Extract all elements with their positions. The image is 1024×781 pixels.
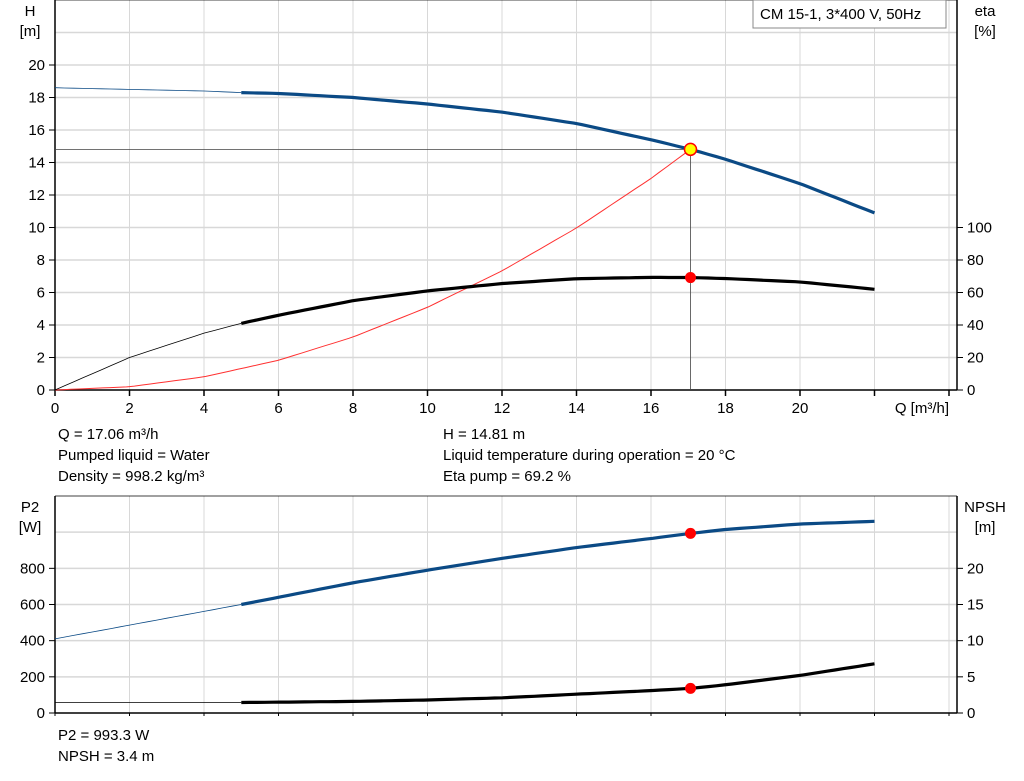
info-flow: Q = 17.06 m³/h: [58, 426, 159, 443]
eta-curve-line: [240, 275, 875, 325]
y-tick-label: 400: [20, 633, 45, 650]
y-right-tick-label: 20: [967, 560, 984, 577]
x-tick-label: 4: [200, 400, 208, 417]
y-axis-unit: [W]: [19, 519, 42, 536]
info-density: Density = 998.2 kg/m³: [58, 468, 205, 485]
y-right-tick-label: 0: [967, 382, 975, 399]
y-right-axis-unit: [m]: [975, 519, 996, 536]
y-tick-label: 18: [28, 90, 45, 107]
x-axis-label: Q [m³/h]: [895, 400, 949, 417]
info-bottom: P2 = 993.3 W NPSH = 3.4 m: [58, 725, 154, 767]
y-axis-label: P2: [21, 499, 39, 516]
eta-point-marker: [684, 272, 696, 284]
info-npsh: NPSH = 3.4 m: [58, 748, 155, 765]
info-top-right: H = 14.81 m Liquid temperature during op…: [443, 424, 735, 487]
x-tick-label: 6: [274, 400, 282, 417]
x-tick-label: 8: [349, 400, 357, 417]
x-tick-label: 2: [125, 400, 133, 417]
legend-box: [752, 0, 947, 29]
y-tick-label: 8: [37, 252, 45, 269]
info-p2: P2 = 993.3 W: [58, 727, 150, 744]
y-right-tick-label: 5: [967, 669, 975, 686]
y-tick-label: 12: [28, 187, 45, 204]
system-curve-line: [54, 148, 691, 391]
x-tick-label: 14: [568, 400, 585, 417]
y-right-tick-label: 40: [967, 317, 984, 334]
x-tick-label: 16: [643, 400, 660, 417]
head-curve-line-thin: [54, 87, 242, 93]
y-right-tick-label: 100: [967, 220, 992, 237]
y-tick-label: 0: [37, 705, 45, 722]
y-right-tick-label: 0: [967, 705, 975, 722]
npsh-point-marker: [684, 682, 696, 694]
y-tick-label: 800: [20, 560, 45, 577]
p2-point-marker: [684, 527, 696, 539]
y-right-axis-label: eta: [975, 3, 997, 20]
y-tick-label: 6: [37, 285, 45, 302]
info-temperature: Liquid temperature during operation = 20…: [443, 447, 736, 464]
y-tick-label: 14: [28, 155, 45, 172]
y-tick-label: 4: [37, 317, 45, 334]
y-right-tick-label: 10: [967, 633, 984, 650]
x-tick-label: 20: [792, 400, 809, 417]
info-liquid: Pumped liquid = Water: [58, 447, 210, 464]
x-tick-label: 0: [51, 400, 59, 417]
y-axis-unit: [m]: [20, 23, 41, 40]
y-tick-label: 20: [28, 57, 45, 74]
x-tick-label: 18: [717, 400, 734, 417]
legend-text: CM 15-1, 3*400 V, 50Hz: [760, 6, 921, 23]
info-eta: Eta pump = 69.2 %: [443, 468, 571, 485]
p2-curve-line: [241, 519, 875, 607]
y-tick-label: 10: [28, 220, 45, 237]
y-right-axis-unit: [%]: [974, 23, 996, 40]
y-tick-label: 2: [37, 350, 45, 367]
duty-point-marker: [683, 142, 698, 157]
head-curve-line: [241, 91, 876, 215]
y-tick-label: 16: [28, 122, 45, 139]
p2-curve-line-thin: [54, 604, 242, 640]
y-tick-label: 0: [37, 382, 45, 399]
y-axis-label: H: [25, 3, 36, 20]
y-right-tick-label: 20: [967, 350, 984, 367]
npsh-curve-line: [241, 662, 875, 705]
x-tick-label: 12: [494, 400, 511, 417]
info-head: H = 14.81 m: [443, 426, 526, 443]
y-right-tick-label: 15: [967, 597, 984, 614]
y-right-axis-label: NPSH: [964, 499, 1006, 516]
y-tick-label: 200: [20, 669, 45, 686]
y-tick-label: 600: [20, 597, 45, 614]
eta-curve-line-thin: [54, 323, 242, 391]
y-right-tick-label: 60: [967, 285, 984, 302]
x-tick-label: 10: [419, 400, 436, 417]
info-top-left: Q = 17.06 m³/h Pumped liquid = Water Den…: [58, 424, 210, 487]
y-right-tick-label: 80: [967, 252, 984, 269]
